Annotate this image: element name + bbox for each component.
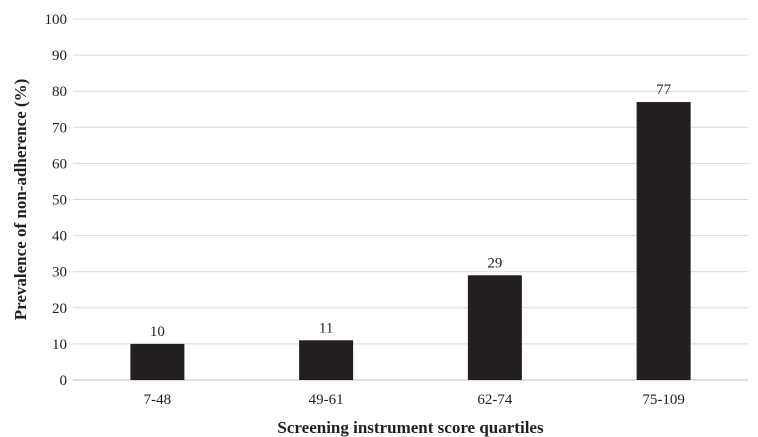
y-tick-label: 60 [52, 156, 67, 172]
x-tick-label: 49-61 [309, 392, 344, 408]
y-tick-label: 70 [52, 120, 67, 136]
y-tick-label: 40 [52, 229, 67, 245]
data-labels: 10 11 29 77 [150, 82, 672, 340]
bar-75-109 [636, 102, 691, 380]
y-tick-label: 0 [60, 373, 68, 389]
y-tick-label: 20 [52, 301, 67, 317]
y-tick-label: 100 [45, 12, 68, 28]
bar-7-48 [130, 343, 185, 380]
gridlines [73, 18, 748, 381]
x-tick-label: 75-109 [642, 392, 685, 408]
bar-49-61 [299, 340, 354, 380]
bar-62-74 [467, 275, 522, 380]
data-label: 29 [487, 255, 502, 271]
y-tick-label: 90 [52, 48, 67, 64]
x-tick-label: 62-74 [477, 392, 512, 408]
y-tick-label: 30 [52, 265, 67, 281]
y-tick-label: 10 [52, 337, 67, 353]
data-label: 77 [656, 82, 672, 98]
x-axis-ticks: 7-48 49-61 62-74 75-109 [144, 392, 685, 408]
y-tick-label: 50 [52, 193, 67, 209]
bars [130, 102, 691, 380]
data-label: 11 [319, 320, 333, 336]
y-axis-ticks: 0 10 20 30 40 50 60 70 80 90 100 [45, 12, 68, 389]
x-tick-label: 7-48 [144, 392, 172, 408]
y-tick-label: 80 [52, 84, 67, 100]
data-label: 10 [150, 324, 165, 340]
y-axis-title: Prevalence of non-adherence (%) [11, 79, 30, 321]
x-axis-title: Screening instrument score quartiles [277, 418, 544, 437]
